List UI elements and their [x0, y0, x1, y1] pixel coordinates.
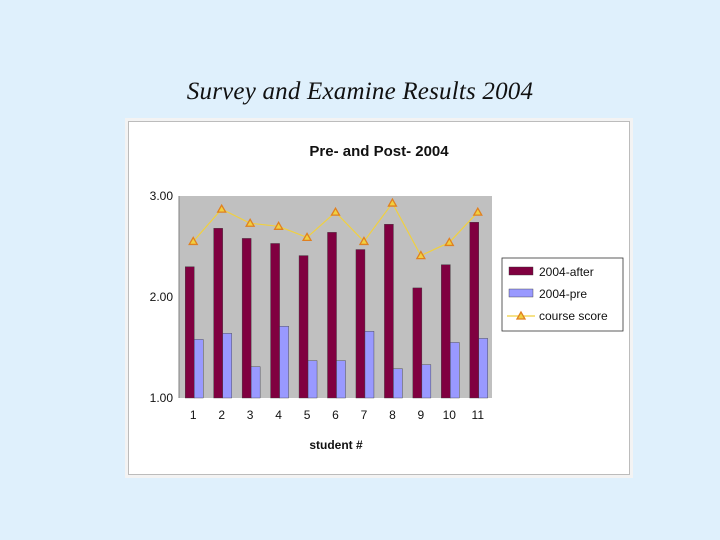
bar-2004-pre — [364, 331, 375, 399]
x-tick-label: 10 — [443, 408, 457, 422]
course-score-marker — [415, 250, 426, 260]
legend-label: course score — [539, 309, 608, 323]
course-score-marker — [444, 237, 455, 247]
x-tick-label: 6 — [332, 408, 339, 422]
course-score-marker — [216, 203, 227, 213]
x-tick-label: 5 — [304, 408, 311, 422]
bar-2004-after — [241, 238, 252, 399]
x-tick-label: 2 — [218, 408, 225, 422]
x-tick-label: 9 — [418, 408, 425, 422]
bar-2004-pre — [393, 368, 403, 399]
bar-2004-pre — [421, 364, 432, 399]
course-score-marker — [358, 236, 370, 246]
bar-2004-after — [441, 264, 451, 399]
bar-2004-after — [185, 266, 195, 399]
x-tick-label: 7 — [361, 408, 368, 422]
x-tick-label: 8 — [389, 408, 396, 422]
bar-2004-pre — [222, 333, 232, 399]
bar-2004-after — [327, 232, 337, 399]
x-tick-label: 11 — [472, 408, 485, 422]
legend-swatch-2004-after — [508, 266, 534, 276]
bar-2004-pre — [478, 338, 488, 399]
chart-title: Pre- and Post- 2004 — [309, 143, 449, 160]
bar-2004-after — [213, 228, 223, 399]
bar-2004-pre — [279, 326, 289, 399]
legend-label: 2004-after — [539, 265, 594, 279]
legend-swatch-course-score-marker — [515, 310, 527, 320]
course-score-marker — [273, 220, 284, 230]
bar-2004-pre — [250, 366, 261, 399]
chart-frame: Pre- and Post- 2004 1.00 2.00 3.00 1 2 3 4 5 6 7… — [128, 121, 630, 475]
course-score-marker — [245, 217, 256, 227]
course-score-marker — [387, 197, 398, 207]
bar-2004-pre — [194, 339, 204, 399]
course-score-marker — [301, 232, 313, 242]
x-tick-label: 3 — [247, 408, 254, 422]
bar-2004-after — [298, 255, 309, 399]
course-score-marker — [330, 206, 341, 216]
course-score-marker — [188, 236, 199, 246]
course-score-marker — [472, 206, 483, 216]
chart-svg: Pre- and Post- 2004 1.00 2.00 3.00 1 2 3 4 5 6 7… — [150, 143, 624, 452]
y-tick-label: 2.00 — [150, 290, 174, 304]
bar-2004-pre — [450, 342, 460, 399]
slide-title: Survey and Examine Results 2004 — [186, 78, 534, 105]
x-tick-label: 1 — [190, 408, 197, 422]
legend: 2004-after 2004-pre course score — [501, 257, 624, 332]
y-tick-label: 1.00 — [150, 391, 174, 405]
y-tick-label: 3.00 — [150, 189, 174, 203]
bar-2004-after — [355, 249, 366, 399]
x-tick-label: 4 — [275, 408, 282, 422]
legend-swatch-2004-pre — [508, 288, 534, 298]
x-axis-title: student # — [309, 438, 363, 452]
bar-2004-after — [412, 287, 423, 399]
bar-2004-pre — [307, 360, 318, 399]
bar-2004-after — [384, 224, 394, 399]
legend-label: 2004-pre — [539, 287, 587, 301]
bar-2004-after — [270, 243, 280, 399]
bar-2004-after — [469, 222, 479, 399]
bar-2004-pre — [336, 360, 346, 399]
